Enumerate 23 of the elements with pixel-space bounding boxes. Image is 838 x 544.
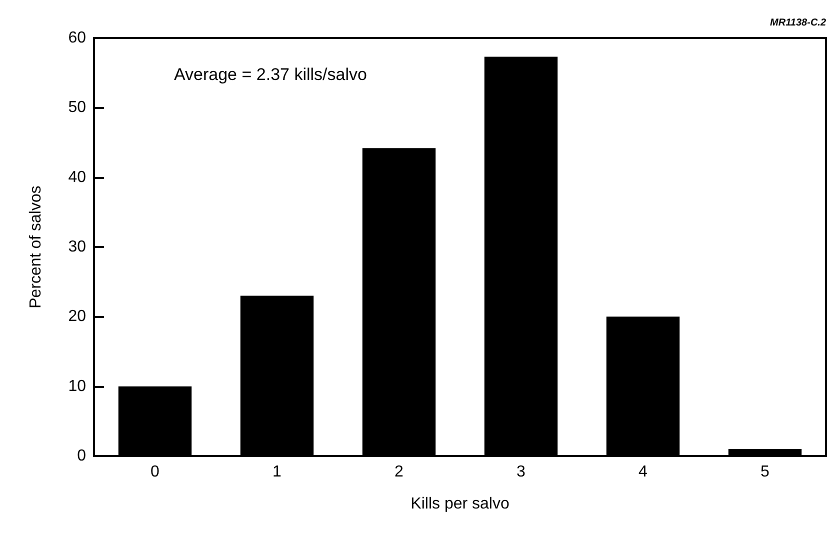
bar xyxy=(728,449,802,456)
y-tick-label: 60 xyxy=(68,30,86,46)
x-axis-title: Kills per salvo xyxy=(410,496,510,512)
text: MR1138-C.2 xyxy=(770,18,826,28)
x-tick-label: 4 xyxy=(638,464,648,480)
bar xyxy=(484,56,558,456)
y-tick-label: 40 xyxy=(68,168,86,186)
bar xyxy=(240,296,314,456)
bar xyxy=(606,316,680,456)
y-axis-title: Percent of salvos xyxy=(28,186,44,308)
x-tick-label: 5 xyxy=(760,464,770,480)
annotation: Average = 2.37 kills/salvo xyxy=(174,65,367,84)
x-tick-label: 3 xyxy=(516,464,526,480)
bar xyxy=(118,386,192,456)
y-tick-label: 10 xyxy=(68,378,86,395)
x-tick-label: 1 xyxy=(272,464,282,480)
bar xyxy=(362,148,436,456)
y-tick-label: 30 xyxy=(68,238,86,256)
y-tick-label: 0 xyxy=(77,448,86,464)
y-tick-label: 20 xyxy=(68,308,86,326)
y-tick-label: 50 xyxy=(68,99,86,116)
x-tick-label: 0 xyxy=(150,464,160,480)
x-tick-label: 2 xyxy=(394,464,404,480)
